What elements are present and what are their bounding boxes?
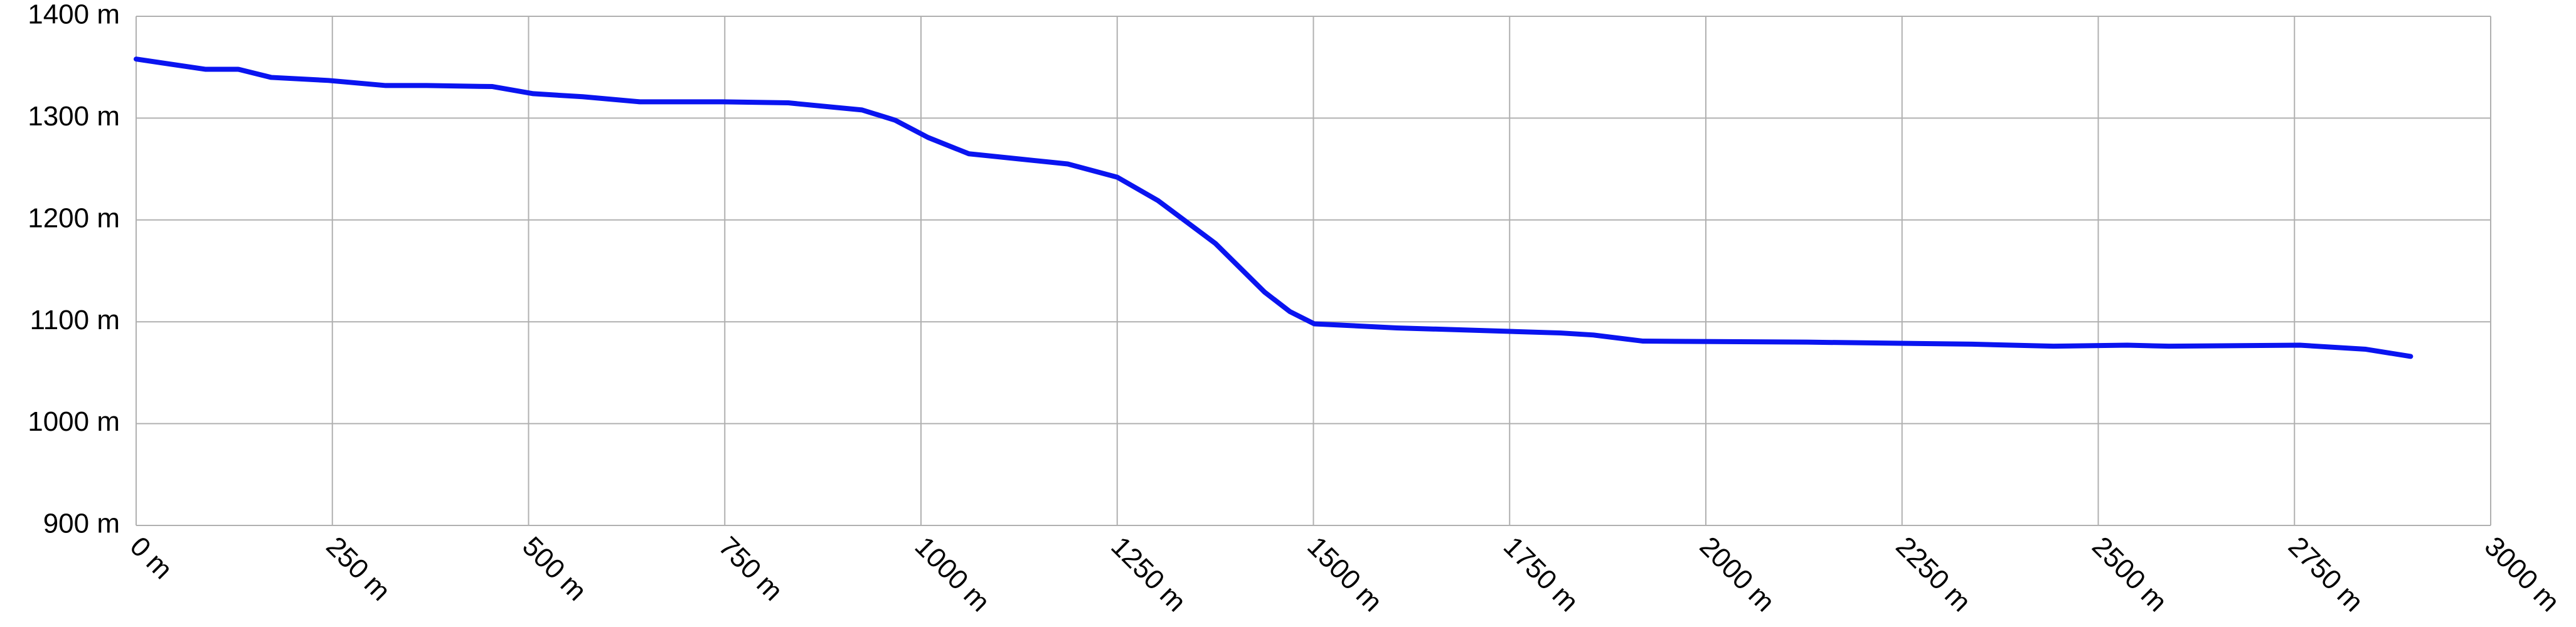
y-tick-label: 1400 m: [28, 0, 120, 30]
y-tick-label: 1000 m: [28, 406, 120, 437]
x-tick-label: 2500 m: [2086, 531, 2173, 618]
x-tick-label: 1500 m: [1301, 531, 1388, 618]
x-tick-label: 250 m: [320, 531, 396, 607]
elevation-line: [134, 56, 2414, 359]
y-tick-label: 1300 m: [28, 101, 120, 132]
x-tick-label: 1250 m: [1105, 531, 1191, 618]
x-tick-label: 2250 m: [1890, 531, 1976, 618]
y-tick-label: 1200 m: [28, 203, 120, 233]
y-tick-label: 1100 m: [30, 305, 120, 335]
x-tick-label: 2000 m: [1694, 531, 1780, 618]
x-tick-label: 1000 m: [909, 531, 996, 618]
x-tick-label: 750 m: [713, 531, 789, 607]
x-tick-label: 3000 m: [2479, 531, 2565, 618]
x-tick-label: 0 m: [124, 531, 179, 586]
x-tick-label: 1750 m: [1498, 531, 1584, 618]
y-tick-label: 900 m: [43, 508, 120, 539]
x-tick-label: 500 m: [516, 531, 592, 607]
x-tick-label: 2750 m: [2282, 531, 2369, 618]
